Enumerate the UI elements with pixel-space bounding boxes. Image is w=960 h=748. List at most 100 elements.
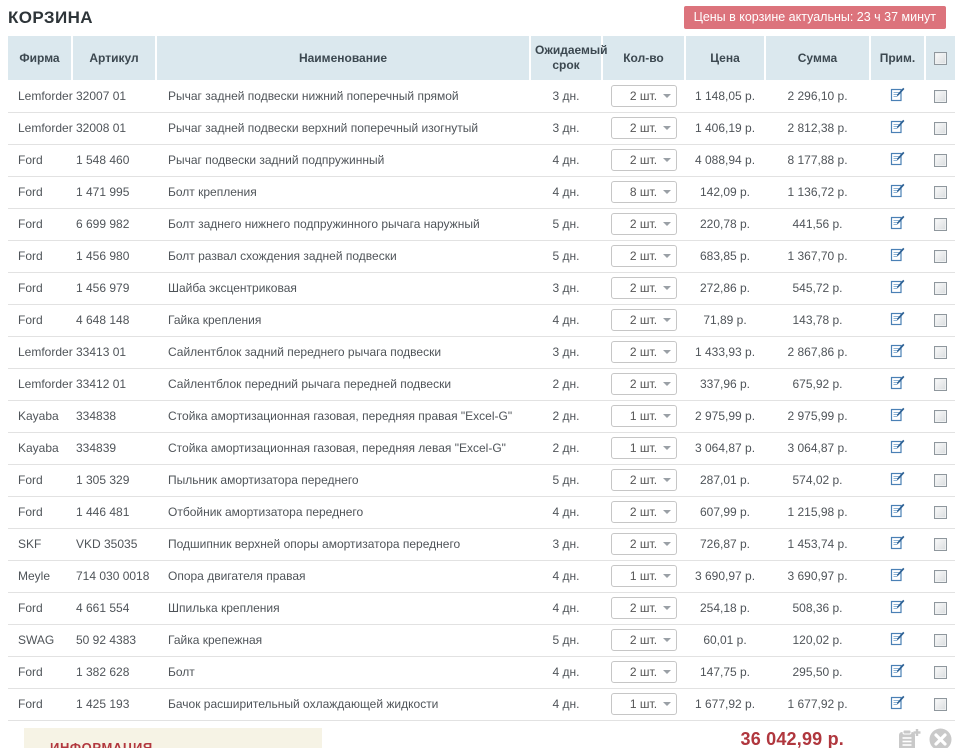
edit-note-icon[interactable] (890, 471, 906, 487)
brand-cell: Kayaba (8, 400, 72, 433)
price-cell: 726,87 р. (685, 528, 765, 561)
row-checkbox[interactable] (933, 250, 947, 264)
edit-note-icon[interactable] (890, 407, 906, 423)
row-checkbox[interactable] (933, 410, 947, 424)
quantity-select[interactable]: 2 шт. (610, 469, 677, 491)
row-checkbox[interactable] (933, 378, 947, 392)
term-cell: 5 дн. (530, 624, 602, 657)
edit-note-icon[interactable] (890, 535, 906, 551)
edit-note-icon[interactable] (890, 503, 906, 519)
chevron-down-icon (662, 478, 671, 482)
edit-note-icon[interactable] (890, 695, 906, 711)
edit-note-icon[interactable] (890, 311, 906, 327)
quantity-select[interactable]: 1 шт. (610, 405, 677, 427)
quantity-select[interactable]: 2 шт. (610, 341, 677, 363)
col-header-note: Прим. (870, 36, 926, 80)
row-checkbox[interactable] (933, 442, 947, 456)
price-cell: 4 088,94 р. (685, 144, 765, 177)
chevron-down-icon (662, 126, 671, 130)
row-checkbox[interactable] (933, 474, 947, 488)
quantity-select[interactable]: 2 шт. (610, 117, 677, 139)
col-header-sum: Сумма (765, 36, 871, 80)
row-checkbox[interactable] (933, 314, 947, 328)
sum-cell: 1 677,92 р. (765, 688, 870, 721)
quantity-select[interactable]: 1 шт. (610, 437, 677, 459)
quantity-select[interactable]: 1 шт. (610, 565, 677, 587)
row-checkbox[interactable] (933, 346, 947, 360)
quantity-select[interactable]: 2 шт. (610, 245, 677, 267)
edit-note-icon[interactable] (890, 631, 906, 647)
select-all-checkbox[interactable] (934, 51, 947, 65)
cart-row: Lemforder 32007 01 Рычаг задней подвески… (8, 80, 955, 113)
edit-note-icon[interactable] (890, 375, 906, 391)
chevron-down-icon (662, 158, 671, 162)
quantity-select[interactable]: 2 шт. (610, 373, 677, 395)
price-cell: 1 406,19 р. (685, 112, 765, 145)
quantity-value: 2 шт. (629, 601, 658, 615)
edit-note-icon[interactable] (890, 663, 906, 679)
edit-note-icon[interactable] (890, 215, 906, 231)
article-cell: 1 456 980 (72, 240, 156, 273)
row-checkbox[interactable] (933, 698, 947, 712)
row-checkbox[interactable] (933, 570, 947, 584)
quantity-value: 2 шт. (629, 345, 658, 359)
price-cell: 71,89 р. (685, 304, 765, 337)
edit-note-icon[interactable] (890, 567, 906, 583)
quantity-value: 8 шт. (629, 185, 658, 199)
quantity-value: 2 шт. (629, 665, 658, 679)
edit-note-icon[interactable] (890, 439, 906, 455)
quantity-select[interactable]: 2 шт. (610, 213, 677, 235)
quantity-select[interactable]: 2 шт. (610, 597, 677, 619)
quantity-value: 2 шт. (629, 121, 658, 135)
row-checkbox[interactable] (933, 634, 947, 648)
row-checkbox[interactable] (933, 186, 947, 200)
edit-note-icon[interactable] (890, 183, 906, 199)
brand-cell: Ford (8, 592, 72, 625)
row-checkbox[interactable] (933, 538, 947, 552)
quantity-select[interactable]: 2 шт. (610, 309, 677, 331)
cart-table-body: Lemforder 32007 01 Рычаг задней подвески… (8, 80, 955, 721)
product-name-cell: Рычаг задней подвески верхний поперечный… (156, 112, 530, 145)
col-header-term: Ожидаемый срок (530, 36, 608, 80)
row-checkbox[interactable] (933, 122, 947, 136)
term-cell: 4 дн. (530, 656, 602, 689)
quantity-select[interactable]: 1 шт. (610, 693, 677, 715)
quantity-select[interactable]: 2 шт. (610, 533, 677, 555)
row-checkbox[interactable] (933, 218, 947, 232)
edit-note-icon[interactable] (890, 343, 906, 359)
edit-note-icon[interactable] (890, 247, 906, 263)
edit-note-icon[interactable] (890, 279, 906, 295)
price-cell: 607,99 р. (685, 496, 765, 529)
quantity-select[interactable]: 2 шт. (610, 84, 677, 107)
product-name-cell: Рычаг задней подвески нижний поперечный … (156, 80, 530, 113)
row-checkbox[interactable] (933, 282, 947, 296)
price-cell: 1 148,05 р. (685, 80, 765, 113)
quantity-select[interactable]: 2 шт. (610, 501, 677, 523)
price-cell: 220,78 р. (685, 208, 765, 241)
quantity-select[interactable]: 2 шт. (610, 661, 677, 683)
col-header-price: Цена (685, 36, 766, 80)
sum-cell: 508,36 р. (765, 592, 870, 625)
product-name-cell: Отбойник амортизатора переднего (156, 496, 530, 529)
quantity-select[interactable]: 2 шт. (610, 149, 677, 171)
brand-cell: SKF (8, 528, 72, 561)
brand-cell: Kayaba (8, 432, 72, 465)
article-cell: 6 699 982 (72, 208, 156, 241)
row-checkbox[interactable] (933, 666, 947, 680)
quantity-select[interactable]: 2 шт. (610, 277, 677, 299)
create-order-icon[interactable] (898, 728, 921, 748)
row-checkbox[interactable] (933, 506, 947, 520)
cart-row: Ford 1 456 979 Шайба эксцентриковая 3 дн… (8, 272, 955, 305)
quantity-select[interactable]: 8 шт. (610, 181, 677, 203)
term-cell: 2 дн. (530, 368, 602, 401)
row-checkbox[interactable] (933, 89, 947, 103)
row-checkbox[interactable] (933, 602, 947, 616)
edit-note-icon[interactable] (890, 151, 906, 167)
edit-note-icon[interactable] (890, 87, 906, 103)
quantity-select[interactable]: 2 шт. (610, 629, 677, 651)
edit-note-icon[interactable] (890, 119, 906, 135)
clear-cart-icon[interactable] (929, 728, 952, 748)
term-cell: 2 дн. (530, 400, 602, 433)
row-checkbox[interactable] (933, 154, 947, 168)
edit-note-icon[interactable] (890, 599, 906, 615)
